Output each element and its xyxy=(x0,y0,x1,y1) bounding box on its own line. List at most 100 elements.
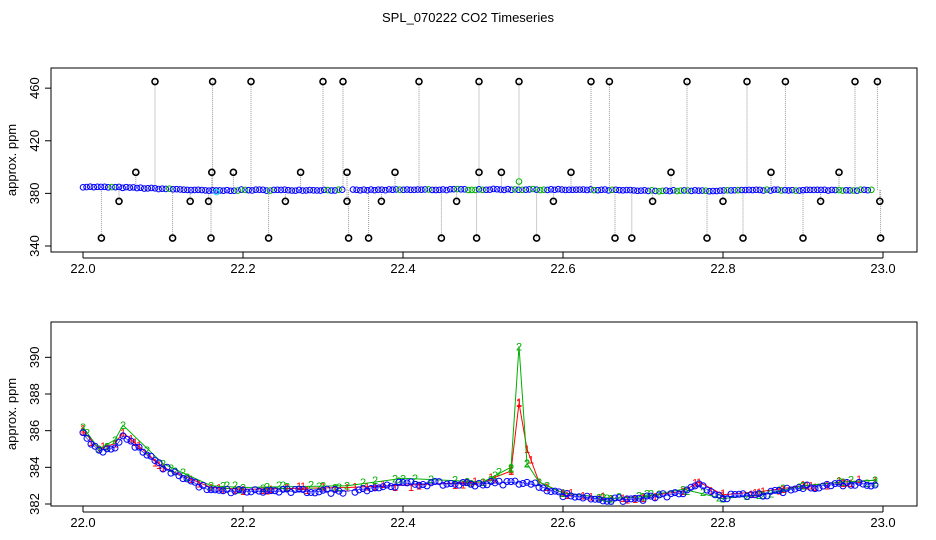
outlier-point xyxy=(364,234,373,242)
data-point xyxy=(91,442,99,450)
data-point: 2 xyxy=(684,486,690,498)
data-point xyxy=(846,187,854,194)
data-point xyxy=(144,185,152,192)
data-point xyxy=(379,483,387,491)
data-point xyxy=(211,486,219,494)
data-point xyxy=(295,186,303,194)
data-point xyxy=(767,187,774,194)
data-point xyxy=(626,186,634,194)
data-point xyxy=(791,485,799,493)
data-point xyxy=(806,186,814,194)
chart-title: SPL_070222 CO2 Timeseries xyxy=(382,10,554,25)
data-point xyxy=(648,187,656,194)
data-point: 2 xyxy=(144,445,150,457)
data-point xyxy=(735,490,743,498)
data-point xyxy=(579,494,587,502)
data-point xyxy=(684,187,692,194)
data-point xyxy=(558,186,566,193)
data-point: 1 xyxy=(352,481,358,493)
data-point xyxy=(167,469,175,477)
outlier-point xyxy=(767,168,775,177)
data-point xyxy=(198,186,206,194)
data-point xyxy=(126,184,134,191)
outlier-point xyxy=(437,234,446,242)
data-point xyxy=(119,184,126,192)
data-point xyxy=(127,437,135,445)
data-point xyxy=(216,187,224,194)
data-point xyxy=(335,186,342,193)
data-point: 1 xyxy=(136,440,142,452)
data-point: 1 xyxy=(156,460,162,472)
data-point xyxy=(799,485,807,493)
data-point xyxy=(403,186,411,193)
data-point xyxy=(418,186,425,193)
data-point xyxy=(331,486,339,494)
data-point xyxy=(360,186,368,193)
data-point xyxy=(643,492,651,500)
data-point: 1 xyxy=(452,480,458,492)
outlier-point xyxy=(587,77,595,86)
data-point xyxy=(451,480,459,488)
data-point: 2 xyxy=(236,485,242,497)
data-point xyxy=(414,186,422,193)
data-point xyxy=(666,187,674,195)
data-point: 2 xyxy=(800,481,806,493)
y-tick-label: 340 xyxy=(27,235,42,257)
data-point: 1 xyxy=(240,486,246,498)
outlier-point xyxy=(816,197,825,206)
data-point xyxy=(324,186,332,194)
data-point xyxy=(97,183,105,191)
data-point xyxy=(213,188,220,196)
data-point xyxy=(371,484,379,492)
data-point xyxy=(119,432,127,440)
data-point xyxy=(359,485,367,493)
outlier-point xyxy=(339,77,347,86)
data-point xyxy=(535,483,543,491)
data-point: 2 xyxy=(80,422,86,434)
data-point xyxy=(706,187,713,195)
data-point xyxy=(219,487,227,495)
data-point: 1 xyxy=(836,475,842,487)
data-point xyxy=(623,495,631,503)
data-point xyxy=(779,489,787,497)
data-point xyxy=(155,185,162,193)
data-point xyxy=(227,187,234,195)
outlier-point xyxy=(115,197,123,206)
data-point xyxy=(832,186,839,194)
data-point: 2 xyxy=(232,480,238,492)
data-point: 1 xyxy=(344,483,350,495)
data-point xyxy=(611,494,619,502)
data-point xyxy=(724,186,731,194)
data-point xyxy=(446,185,454,193)
data-point xyxy=(355,486,363,494)
data-point xyxy=(590,186,598,194)
data-point: 2 xyxy=(276,480,282,492)
data-point: 1 xyxy=(708,486,714,498)
data-point xyxy=(277,186,285,194)
data-point xyxy=(195,483,203,491)
data-point xyxy=(327,489,335,497)
y-tick-label: 388 xyxy=(27,383,42,405)
top-plot-axes: 22.0 22.2 22.4 22.6 22.8 23.0 340 380 420 460 xyxy=(27,77,896,276)
data-point xyxy=(183,475,191,483)
outlier-point xyxy=(851,77,859,86)
data-point xyxy=(315,488,323,496)
data-point xyxy=(158,185,166,192)
data-point: 1 xyxy=(240,484,246,496)
data-point xyxy=(395,478,403,486)
data-point: 2 xyxy=(96,444,102,456)
data-point: 1 xyxy=(608,494,614,506)
outlier-point xyxy=(319,77,327,86)
data-point xyxy=(868,186,875,194)
series-line xyxy=(82,346,876,500)
data-point xyxy=(583,186,591,194)
data-point xyxy=(814,186,821,194)
data-point xyxy=(727,490,735,498)
data-point xyxy=(87,440,95,448)
data-point xyxy=(850,187,857,194)
data-point xyxy=(115,183,123,191)
x-tick-label: 22.0 xyxy=(70,261,95,276)
data-point xyxy=(159,465,167,473)
top-plot-marks xyxy=(79,77,885,242)
